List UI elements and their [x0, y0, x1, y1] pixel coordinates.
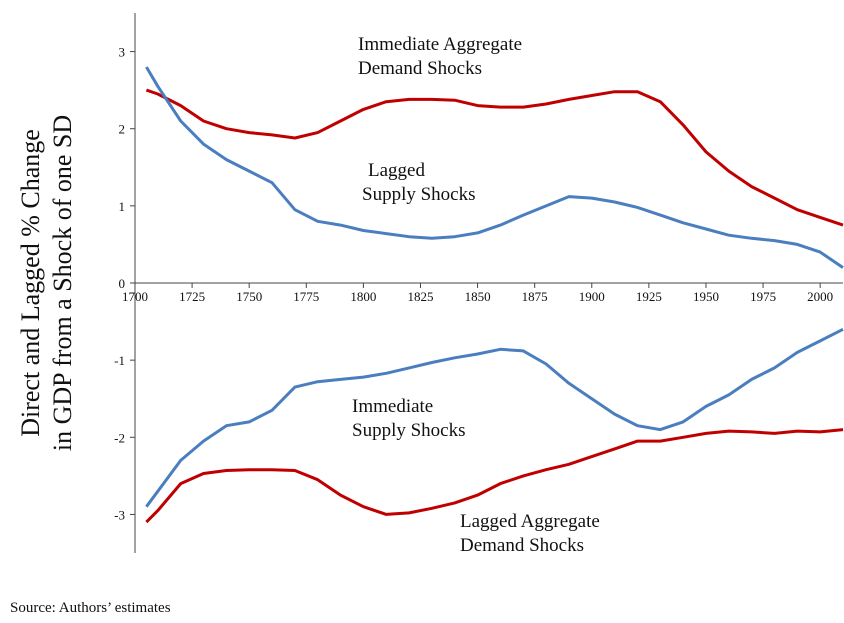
- y-tick-label: -3: [114, 507, 125, 522]
- x-tick-label: 1750: [236, 289, 262, 304]
- x-tick-label: 1900: [579, 289, 605, 304]
- series-label: Lagged Aggregate Demand Shocks: [460, 511, 600, 556]
- x-tick-label: 1950: [693, 289, 719, 304]
- x-tick-label: 1825: [407, 289, 433, 304]
- y-axis-label: Direct and Lagged % Change in GDP from a …: [16, 115, 77, 451]
- x-tick-label: 1975: [750, 289, 776, 304]
- source-note: Source: Authors’ estimates: [10, 600, 171, 616]
- x-tick-label: 1800: [350, 289, 376, 304]
- series-line: [145, 88, 844, 227]
- series-line: [145, 66, 844, 269]
- y-tick-label: -1: [114, 353, 125, 368]
- series-label: Lagged Supply Shocks: [362, 160, 476, 205]
- series-label: Immediate Supply Shocks: [352, 396, 466, 441]
- x-tick-label: 1925: [636, 289, 662, 304]
- y-tick-label: 3: [119, 45, 126, 60]
- x-tick-label: 1725: [179, 289, 205, 304]
- series-line: [145, 327, 844, 508]
- x-tick-label: 1875: [522, 289, 548, 304]
- y-tick-label: -2: [114, 430, 125, 445]
- y-tick-label: 1: [119, 199, 126, 214]
- series-line: [145, 428, 844, 524]
- x-tick-label: 1775: [293, 289, 319, 304]
- x-tick-label: 1700: [122, 289, 148, 304]
- y-tick-label: 0: [119, 276, 126, 291]
- y-tick-label: 2: [119, 122, 126, 137]
- x-tick-label: 1850: [465, 289, 491, 304]
- x-tick-label: 2000: [807, 289, 833, 304]
- series-label: Immediate Aggregate Demand Shocks: [358, 34, 522, 79]
